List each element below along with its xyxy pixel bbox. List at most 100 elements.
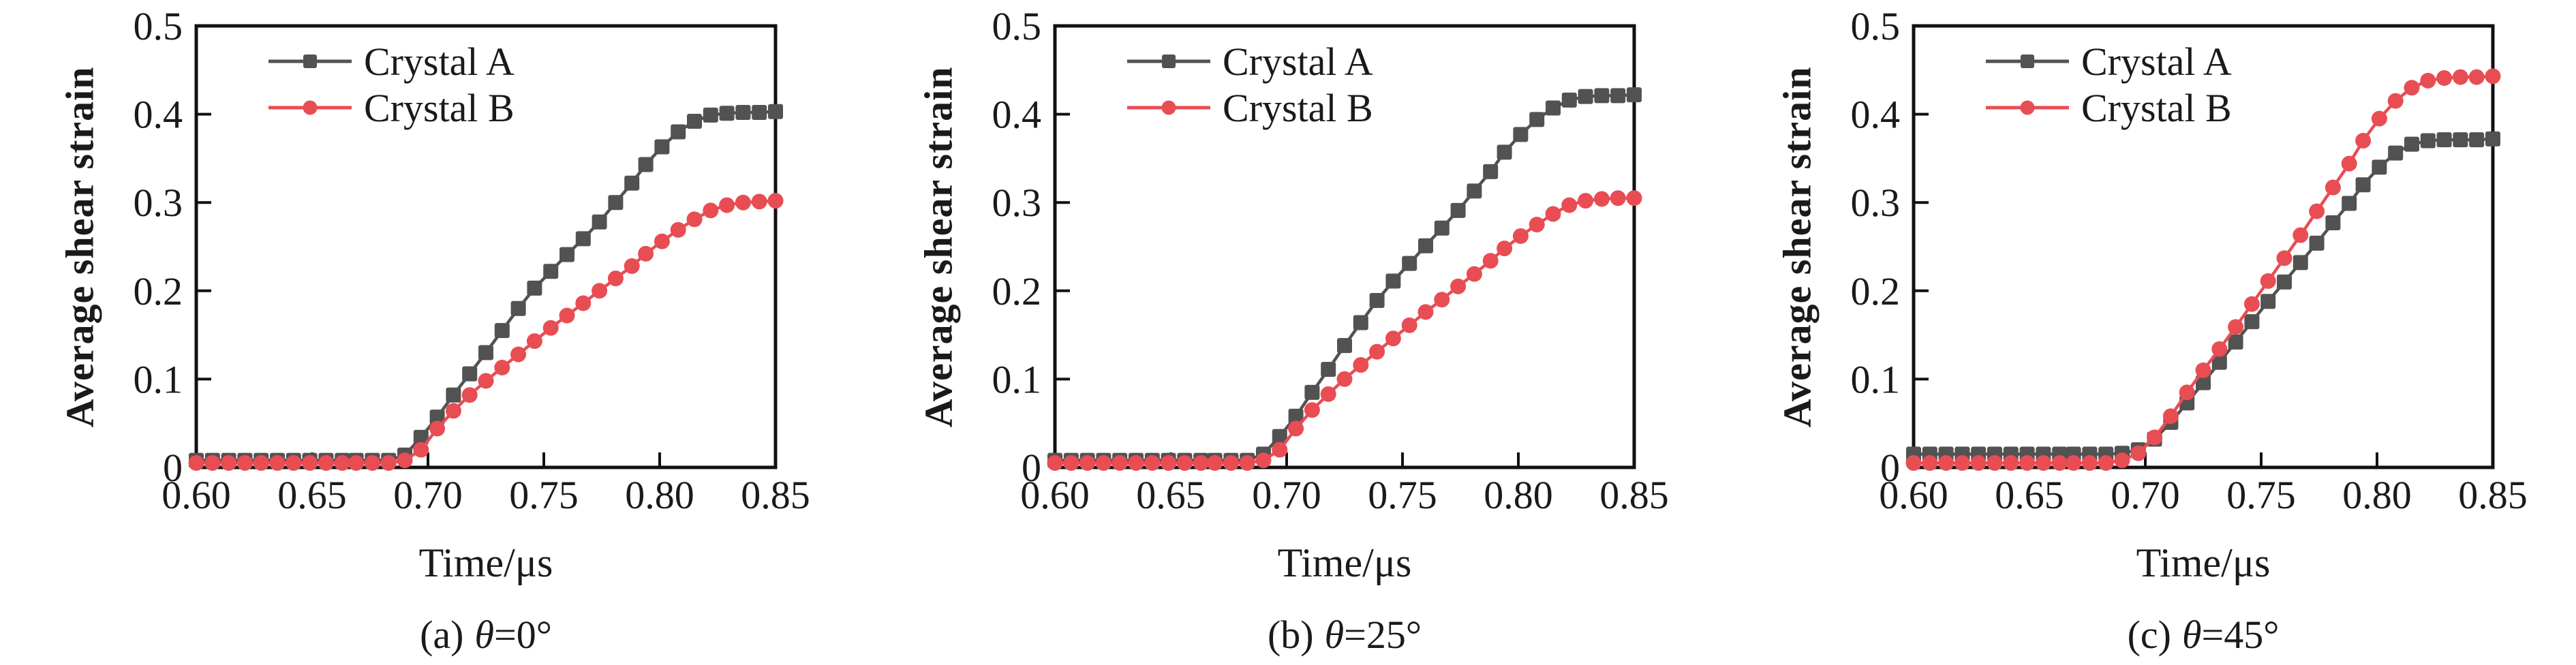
circle-marker [334, 455, 350, 471]
circle-marker [2341, 155, 2357, 172]
plot-area: 0.60 0.65 0.70 0.75 0.80 0.85 0 0.1 0.2 0.3 0.4 0.5 [1851, 4, 2528, 517]
circle-marker [654, 233, 670, 249]
x-tick-label: 0.80 [2342, 473, 2412, 517]
circle-marker [286, 455, 302, 471]
circle-marker [751, 194, 767, 210]
circle-marker [1954, 455, 1970, 471]
circle-marker [1497, 241, 1513, 257]
circle-marker [1529, 217, 1545, 233]
legend-circle-marker [1161, 100, 1176, 115]
square-marker [1546, 100, 1561, 116]
square-marker [1385, 273, 1401, 289]
circle-marker [2309, 203, 2325, 219]
circle-marker [1610, 190, 1626, 206]
y-tick-label: 0.3 [1851, 181, 1901, 225]
x-tick-label: 0.65 [277, 473, 347, 517]
caption-theta-symbol: θ [2181, 613, 2202, 657]
circle-marker [1626, 190, 1642, 206]
circle-marker [461, 387, 478, 403]
circle-marker [1938, 455, 1954, 471]
chart-b: Average shear strain 0.60 0.65 0.70 0.75 0.8… [859, 0, 1717, 665]
x-tick-label: 0.70 [2111, 473, 2180, 517]
circle-marker [1905, 455, 1922, 471]
y-tick-label: 0.5 [992, 4, 1042, 48]
square-marker [1434, 220, 1450, 236]
y-tick-label: 0.4 [1851, 93, 1901, 137]
legend-square-marker [303, 55, 317, 68]
legend: Crystal A Crystal B [1124, 38, 1373, 131]
circle-marker [1450, 278, 1467, 294]
square-marker [2293, 255, 2308, 270]
circle-marker [1095, 455, 1111, 471]
x-tick-label: 0.60 [162, 473, 231, 517]
circle-marker [1144, 455, 1161, 471]
square-marker [462, 366, 478, 382]
y-tick-label: 0.1 [1851, 357, 1901, 401]
circle-marker [1336, 371, 1353, 387]
y-tick-label: 0.1 [992, 357, 1042, 401]
square-marker [527, 280, 542, 296]
legend: Crystal A Crystal B [266, 38, 515, 131]
y-tick-label: 0.2 [992, 269, 1042, 313]
square-marker [1627, 87, 1642, 103]
circle-marker [1482, 253, 1499, 269]
circle-marker [318, 455, 334, 471]
legend-item-crystal-b: Crystal B [1983, 84, 2232, 131]
circle-marker [2081, 455, 2098, 471]
legend-key-circle-icon [1986, 100, 2069, 115]
circle-marker [413, 442, 429, 458]
series-line [196, 110, 776, 462]
subplot-caption: (c) θ=45° [1914, 612, 2493, 658]
square-marker [654, 139, 670, 155]
square-marker [703, 107, 718, 123]
series-line [196, 199, 776, 465]
square-marker [1529, 112, 1545, 127]
circle-marker [592, 283, 608, 299]
legend-item-crystal-b: Crystal B [266, 84, 515, 131]
square-marker [2342, 196, 2357, 211]
legend-label: Crystal B [2081, 85, 2232, 130]
circle-marker [1320, 386, 1336, 402]
circle-marker [2003, 455, 2019, 471]
square-marker [1402, 256, 1417, 271]
circle-marker [719, 197, 735, 213]
series-line [1055, 196, 1634, 465]
square-marker [671, 124, 686, 140]
square-marker [608, 195, 624, 211]
square-marker [2228, 334, 2243, 350]
square-marker [1483, 164, 1499, 179]
square-marker [1369, 293, 1385, 309]
circle-marker [236, 455, 253, 471]
circle-marker [2293, 227, 2309, 243]
square-marker [2325, 215, 2341, 231]
square-marker [768, 104, 783, 119]
square-marker [735, 105, 751, 121]
legend: Crystal A Crystal B [1983, 38, 2232, 131]
circle-marker [221, 455, 237, 471]
circle-marker [686, 211, 703, 228]
x-tick-label: 0.75 [1368, 473, 1437, 517]
circle-marker [559, 307, 575, 324]
caption-index: (c) [2127, 613, 2171, 657]
x-tick-label: 0.65 [1995, 473, 2064, 517]
circle-marker [1466, 266, 1482, 282]
circle-marker [2404, 80, 2420, 96]
x-axis-label: Time/μs [1277, 540, 1412, 585]
plot-area: 0.60 0.65 0.70 0.75 0.80 0.85 0 0.1 0.2 0.3 0.4 0.5 [134, 4, 810, 517]
caption-theta-symbol: θ [1324, 613, 1345, 657]
circle-marker [1578, 193, 1594, 209]
x-tick-label: 0.85 [741, 473, 810, 517]
square-marker [543, 264, 559, 279]
circle-marker [2325, 179, 2341, 196]
circle-marker [767, 193, 784, 209]
square-marker [1353, 315, 1368, 330]
circle-marker [1161, 455, 1177, 471]
y-tick-label: 0.2 [1851, 269, 1901, 313]
square-marker [752, 105, 767, 121]
subplot-caption: (a) θ=0° [196, 612, 776, 658]
circle-marker [1193, 455, 1209, 471]
circle-marker [364, 455, 380, 471]
circle-marker [1369, 343, 1385, 360]
x-tick-label: 0.80 [1484, 473, 1553, 517]
y-tick-label: 0.5 [1851, 4, 1901, 48]
